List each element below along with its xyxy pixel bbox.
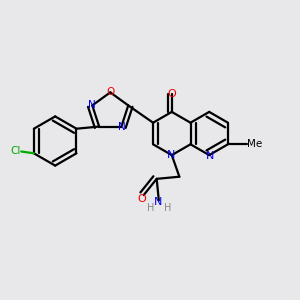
Text: N: N	[167, 150, 175, 161]
Text: O: O	[138, 194, 147, 204]
Text: H: H	[147, 203, 154, 213]
Text: H: H	[164, 203, 171, 213]
Text: N: N	[206, 151, 214, 161]
Text: N: N	[88, 100, 96, 110]
Text: Me: Me	[247, 139, 262, 149]
Text: Cl: Cl	[11, 146, 21, 156]
Text: N: N	[154, 197, 162, 207]
Text: N: N	[118, 122, 125, 132]
Text: O: O	[167, 88, 176, 98]
Text: O: O	[106, 87, 114, 98]
